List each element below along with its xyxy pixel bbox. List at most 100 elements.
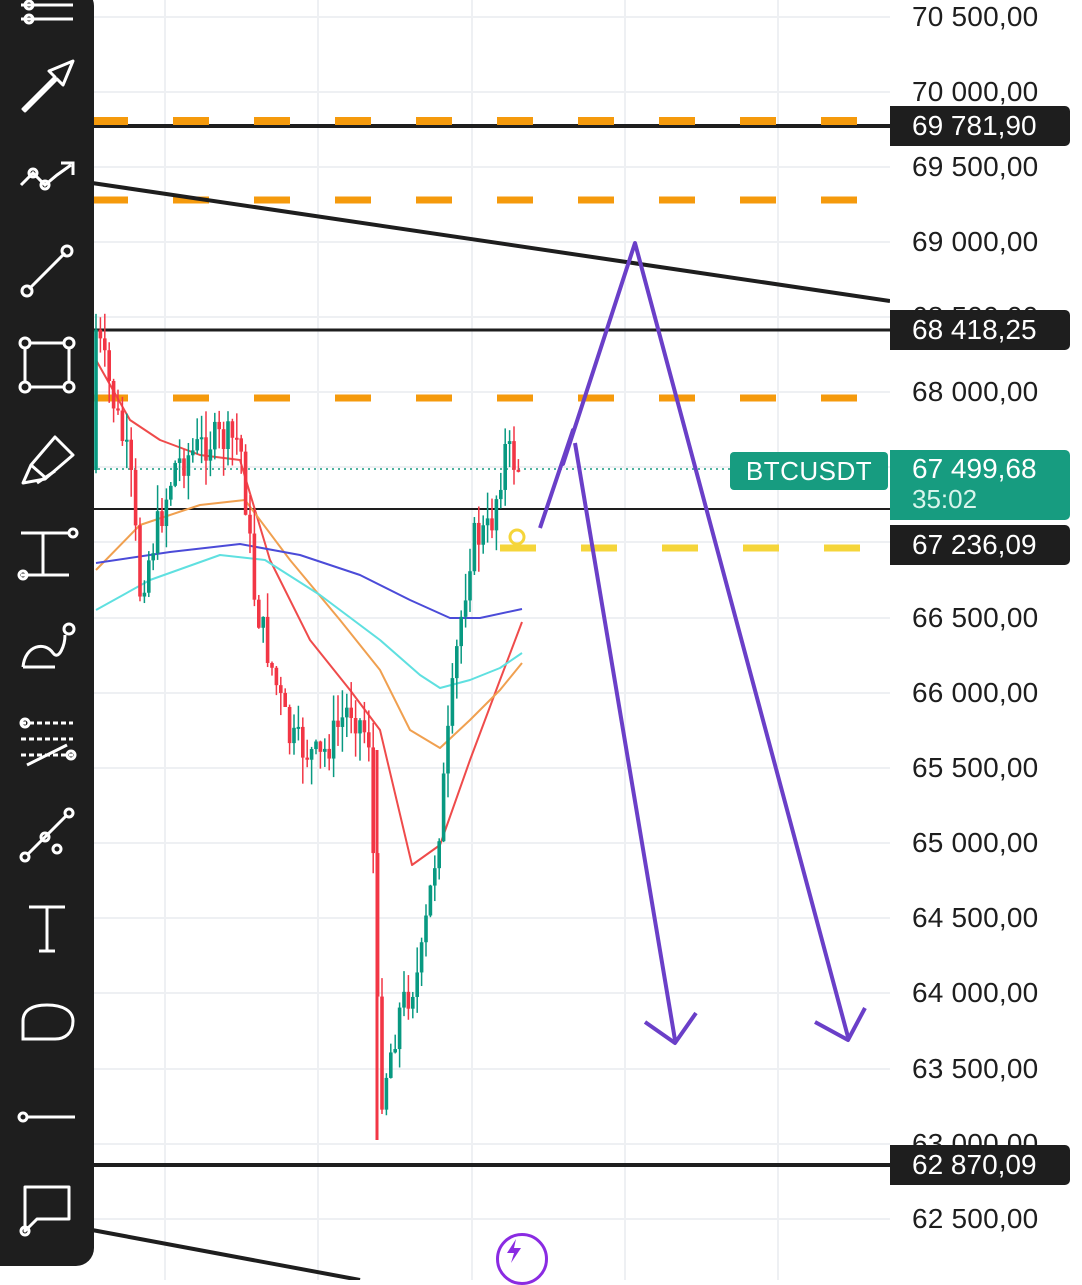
candle-body — [419, 942, 424, 973]
candle-body — [415, 972, 419, 997]
brush-icon — [21, 435, 75, 485]
candle-body — [441, 773, 446, 842]
candle-body — [309, 749, 314, 760]
candle-body — [243, 451, 248, 515]
trend-line-icon[interactable] — [12, 236, 82, 306]
price-range-icon — [17, 527, 79, 581]
candle-body — [481, 525, 485, 545]
trend-line-lower — [91, 1228, 361, 1280]
horizontal-line-icon[interactable] — [12, 1082, 82, 1152]
alert-marker — [508, 528, 526, 546]
level-price-tag[interactable]: 69 781,90 — [890, 106, 1070, 146]
candle-body — [116, 408, 120, 411]
candle-body — [323, 748, 327, 752]
candle-body — [173, 462, 177, 486]
candle-body — [397, 1007, 402, 1050]
candle-body — [345, 707, 349, 718]
price-tick: 64 000,00 — [912, 977, 1039, 1008]
parallel-channel-icon[interactable] — [12, 800, 82, 870]
trend-line-icon — [20, 244, 74, 298]
candle-body — [406, 991, 411, 1009]
candle-body — [182, 458, 186, 476]
lightning-button[interactable] — [496, 1233, 548, 1285]
candle-body — [362, 720, 367, 733]
candle-body — [301, 726, 305, 758]
candle-body — [274, 667, 279, 686]
candle-body — [195, 439, 199, 451]
candle-body — [433, 868, 437, 886]
price-tick: 63 500,00 — [912, 1053, 1039, 1084]
fib-retracement-icon — [19, 717, 77, 767]
candle-body — [177, 458, 182, 463]
candle-body — [164, 499, 169, 527]
candle-body — [384, 1077, 389, 1110]
candle-body — [125, 439, 129, 442]
current-price: 67 499,68 — [912, 453, 1037, 484]
ma-cyan — [95, 554, 523, 689]
drawn-arrowhead-right — [814, 1007, 867, 1042]
candle-body — [296, 726, 301, 729]
candle-body — [265, 616, 270, 663]
rectangle-icon[interactable] — [12, 330, 82, 400]
candle-body — [318, 741, 323, 752]
candle-body — [463, 600, 468, 617]
symbol-label: BTCUSDT — [730, 452, 888, 490]
candle-body — [151, 553, 155, 561]
price-range-icon[interactable] — [12, 518, 82, 588]
candle-body — [283, 692, 287, 707]
candle-body — [512, 441, 516, 470]
price-tick: 65 500,00 — [912, 752, 1039, 783]
moving-averages — [95, 359, 523, 866]
candle-body — [98, 329, 103, 339]
candle-body — [239, 438, 243, 452]
candle-body — [287, 706, 292, 744]
comment-icon[interactable] — [12, 1174, 82, 1244]
candle-body — [160, 511, 164, 527]
callout-shape-icon[interactable] — [12, 988, 82, 1058]
candle-body — [133, 469, 138, 526]
candle-body — [499, 489, 503, 500]
comment-icon — [19, 1185, 71, 1237]
chart-area[interactable]: BTCUSDT — [0, 0, 890, 1285]
path-icon — [19, 161, 75, 191]
fib-retracement-icon[interactable] — [12, 706, 82, 776]
drawn-arrowhead-left — [643, 1011, 698, 1045]
candle-body — [305, 757, 309, 760]
menu-icon[interactable] — [12, 0, 82, 48]
arrow-icon — [21, 59, 75, 113]
price-tick: 70 000,00 — [912, 76, 1039, 107]
candle-body — [314, 741, 318, 750]
horizontal-line-icon — [17, 1111, 75, 1123]
candle-countdown: 35:02 — [912, 484, 978, 514]
candle-body — [485, 518, 490, 526]
candle-body — [349, 707, 353, 719]
brush-icon[interactable] — [12, 424, 82, 494]
price-axis[interactable]: 70 500,00 70 000,00 69 500,00 69 000,00 … — [890, 0, 1082, 1280]
price-tick: 65 000,00 — [912, 827, 1039, 858]
price-tick: 70 500,00 — [912, 1, 1039, 32]
candle-body — [380, 996, 384, 1110]
lightning-icon — [507, 1239, 521, 1263]
text-icon[interactable] — [12, 894, 82, 964]
level-price-tag[interactable]: 68 418,25 — [890, 310, 1070, 350]
level-price-tag[interactable]: 67 236,09 — [890, 525, 1070, 565]
text-icon — [29, 905, 65, 953]
candlesticks — [94, 313, 521, 1140]
candle-body — [503, 443, 507, 490]
candle-body — [477, 522, 481, 545]
path-icon[interactable] — [12, 142, 82, 212]
rectangle-icon — [18, 336, 76, 394]
candle-body — [428, 885, 433, 916]
chart-canvas[interactable] — [0, 0, 890, 1280]
candle-body — [226, 421, 230, 450]
drawn-path — [538, 241, 850, 1038]
level-price-tag[interactable]: 62 870,09 — [890, 1145, 1070, 1185]
candle-body — [358, 720, 362, 734]
candle-body — [142, 592, 147, 597]
candle-body — [331, 720, 336, 759]
candle-body — [204, 437, 208, 461]
arrow-icon[interactable] — [12, 50, 82, 120]
candle-body — [279, 685, 283, 693]
candle-body — [230, 421, 235, 438]
curve-icon[interactable] — [12, 612, 82, 682]
